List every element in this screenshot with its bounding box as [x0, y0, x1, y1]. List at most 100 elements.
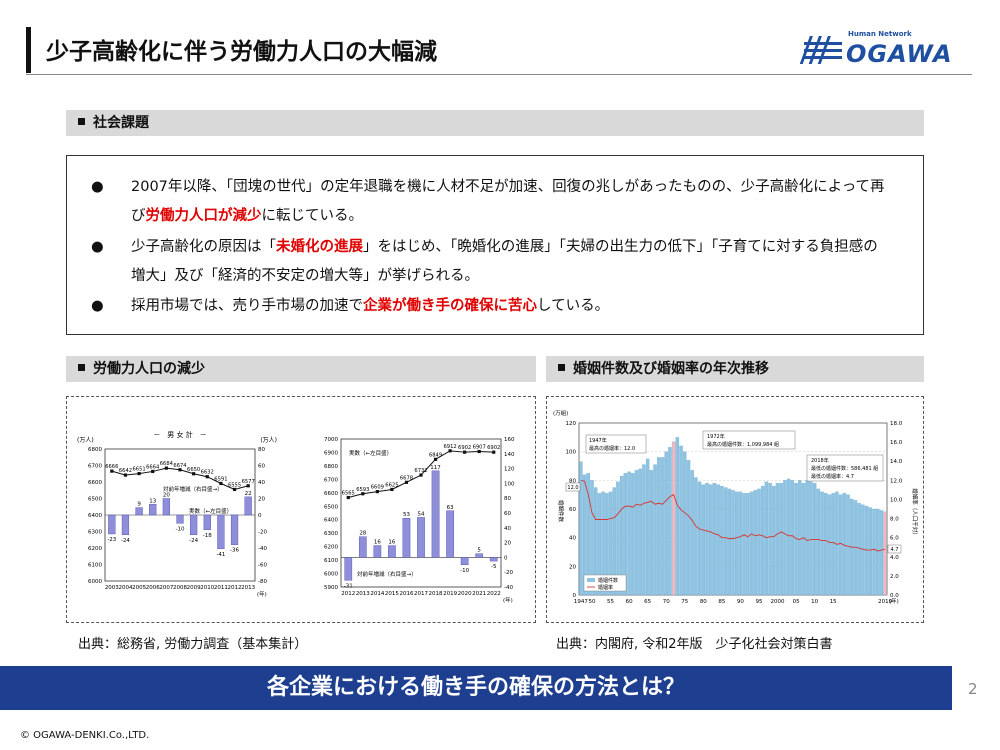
bar-marriage-count: [593, 487, 598, 596]
bar-marriage-count: [612, 487, 616, 596]
x-tick-label: 70: [663, 599, 670, 605]
bar-marriage-count: [627, 471, 631, 596]
data-label-change: 53: [403, 512, 410, 518]
bar-change: [373, 545, 382, 558]
x-tick-label: 90: [737, 599, 744, 605]
data-label-actual: 6593: [356, 487, 369, 493]
point-actual: [192, 472, 196, 476]
legend-change: 対前年増減（右目盛→）: [163, 485, 223, 493]
bar-marriage-count: [775, 483, 780, 596]
data-label-actual: 6684: [160, 461, 174, 467]
data-label-actual: 6650: [187, 467, 200, 473]
y-tick-label-left: 6900: [324, 450, 338, 456]
y-tick-label-left: 6100: [88, 563, 102, 569]
bar-marriage-count: [805, 480, 809, 596]
bar-marriage-count: [616, 481, 620, 596]
bar-marriage-count: [764, 481, 769, 596]
y-tick-label-left: 6000: [324, 572, 338, 578]
y-tick-label-left: 20: [569, 564, 576, 570]
point-actual: [137, 471, 141, 476]
point-actual: [404, 480, 409, 484]
bar-marriage-count: [679, 445, 683, 596]
x-tick-label: 2000: [771, 599, 785, 605]
bar-marriage-count: [720, 485, 724, 596]
square-bullet-icon: [78, 117, 85, 125]
x-tick-label: 2016: [399, 591, 413, 597]
x-tick-label: 2011: [214, 585, 228, 591]
bar-marriage-count: [649, 470, 654, 596]
data-label-actual: 6577: [242, 479, 255, 485]
title-accent-bar: [26, 27, 31, 73]
bar-marriage-count: [812, 483, 817, 596]
label-box-start-rate: [565, 482, 581, 492]
y-tick-label-right: 14.0: [890, 459, 903, 465]
y-tick-label-left: 6000: [88, 579, 102, 585]
annotation-text: 最高の婚姻率：12.0: [589, 445, 635, 452]
y-tick-label-right: 0: [258, 513, 262, 519]
bar-change: [217, 514, 225, 550]
point-actual: [164, 466, 168, 470]
bar-marriage-count: [645, 458, 650, 596]
y-tick-label-left: 7000: [324, 437, 338, 443]
point-actual: [151, 469, 155, 474]
square-bullet-icon: [558, 363, 565, 371]
y-tick-label-left: 5900: [324, 585, 338, 591]
data-label-actual: 6902: [458, 445, 471, 451]
y-tick-label-right: 2.0: [890, 574, 899, 580]
x-axis-unit: (年): [503, 596, 513, 603]
bar-marriage-count: [757, 488, 761, 596]
point-actual: [390, 487, 394, 492]
y-tick-label-left: 6700: [324, 477, 338, 483]
square-bullet-icon: [78, 363, 85, 371]
data-label-change: 20: [163, 493, 170, 499]
x-tick-label: 2019: [878, 599, 892, 605]
point-actual: [433, 457, 438, 461]
x-tick-label: 2006: [146, 585, 160, 591]
y-tick-label-left: 0: [573, 593, 577, 599]
bar-change: [446, 510, 454, 558]
y-tick-label-right: -20: [258, 530, 267, 536]
data-label-change: 54: [418, 511, 425, 517]
x-tick-label: 2008: [173, 585, 187, 591]
legend-actual: 実数（←左目盛）: [349, 449, 392, 457]
y-tick-label-left: 6800: [88, 447, 102, 453]
x-tick-label: 15: [830, 599, 837, 605]
data-label-change: -23: [107, 537, 116, 543]
bar-marriage-count: [597, 493, 602, 596]
x-tick-label: 1947: [574, 599, 588, 605]
bar-marriage-count: [590, 480, 594, 596]
bar-change: [190, 514, 198, 535]
y-tick-label-left: 6700: [88, 464, 102, 470]
annotation-text: 最低の婚姻件数：586,481 組: [811, 465, 878, 472]
bar-marriage-count: [809, 481, 813, 596]
x-axis-unit: (年): [889, 597, 899, 605]
bar-marriage-count: [846, 494, 850, 596]
data-label-actual: 6678: [400, 475, 413, 481]
bar-marriage-count: [601, 491, 605, 596]
bar-marriage-count: [798, 480, 802, 596]
bar-change: [431, 470, 440, 558]
y-tick-label-left: 80: [569, 478, 576, 484]
data-label-actual: 6664: [146, 464, 160, 470]
bar-marriage-count: [779, 483, 783, 596]
annotation-text: 1972年: [707, 433, 725, 440]
data-label-actual: 6651: [132, 467, 145, 473]
bar-marriage-count: [586, 473, 590, 596]
point-actual: [477, 449, 481, 454]
point-actual: [205, 475, 209, 479]
bar-marriage-count: [619, 475, 624, 596]
y-axis-unit-right: (万人): [260, 437, 277, 444]
data-label-change: 9: [137, 502, 141, 508]
y-tick-label-left: 6400: [88, 513, 102, 519]
bar-marriage-count: [838, 494, 843, 596]
annotation-text: 最低の婚姻率：4.7: [811, 473, 854, 480]
bar-marriage-count: [827, 494, 832, 596]
bar-marriage-count: [716, 484, 720, 596]
point-actual: [346, 495, 350, 500]
bar-marriage-count: [742, 493, 746, 596]
annotation-text: 12.0: [567, 485, 578, 491]
bar-marriage-count: [876, 508, 880, 596]
x-tick-label: 2003: [105, 585, 119, 591]
data-label-actual: 6565: [342, 491, 355, 497]
data-label-actual: 6632: [201, 470, 214, 476]
